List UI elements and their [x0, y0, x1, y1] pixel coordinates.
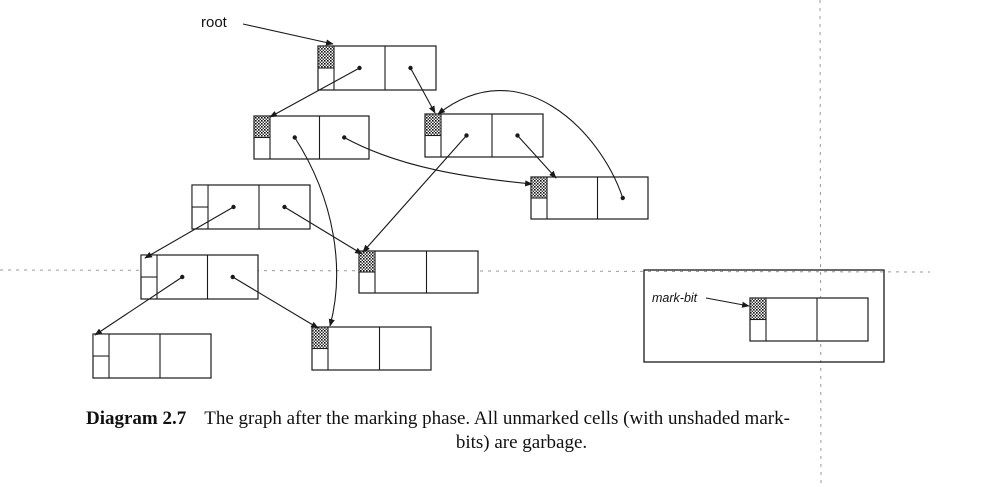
mark-bit-shaded	[531, 177, 547, 198]
pointer-origin-dot	[231, 204, 236, 210]
cons-cell	[253, 115, 370, 160]
pointer-origin-dot	[342, 135, 347, 140]
pointer-arrow	[437, 90, 624, 199]
pointer-origin-dot	[515, 133, 520, 138]
pointer-origin-dot	[180, 274, 185, 280]
pointer-origin-dot	[230, 274, 235, 280]
cons-cell	[317, 45, 437, 91]
pointer-arrow	[94, 276, 183, 336]
root-pointer	[242, 23, 334, 46]
cons-cell	[191, 184, 311, 230]
pointer-arrow	[517, 135, 557, 179]
mark-bit-pointer	[705, 297, 750, 308]
pointer-arrow	[410, 67, 436, 114]
mark-bit-shaded	[312, 327, 328, 348]
mark-bit-shaded	[425, 114, 441, 135]
garbage-enclosure	[643, 269, 885, 363]
pointer-arrow	[269, 67, 360, 118]
pointer-arrow	[232, 276, 319, 329]
cons-cell	[311, 326, 432, 371]
pointer-arrow	[362, 135, 467, 253]
cons-cell	[530, 176, 649, 220]
mark-bit-label: mark-bit	[652, 291, 698, 305]
pointer-origin-dot	[292, 135, 297, 140]
mark-bit-shaded	[359, 251, 375, 272]
caption-text-line2: bits) are garbage.	[455, 432, 588, 453]
pointer-arrow	[284, 206, 363, 255]
pointer-origin-dot	[620, 195, 625, 201]
caption-text-line1: The graph after the marking phase. All u…	[204, 408, 790, 429]
pointer-arrow	[144, 206, 234, 259]
cons-cell	[749, 297, 869, 342]
cons-cell	[424, 113, 544, 158]
mark-bit-shaded	[750, 298, 766, 319]
pointer-arrow	[294, 137, 338, 327]
mark-bit-unshaded	[141, 255, 157, 277]
pointer-origin-dot	[282, 204, 287, 210]
mark-bit-unshaded	[192, 185, 208, 207]
pointer-origin-dot	[464, 133, 469, 138]
caption-label: Diagram 2.7	[86, 408, 187, 429]
pointer-origin-dot	[408, 65, 413, 71]
pointer-origin-dot	[357, 65, 362, 71]
cons-cell	[92, 333, 212, 379]
cons-cell	[358, 250, 479, 294]
mark-bit-shaded	[254, 116, 270, 137]
root-label: root	[201, 14, 228, 31]
mark-bit-shaded	[318, 46, 334, 68]
mark-bit-unshaded	[93, 334, 109, 356]
